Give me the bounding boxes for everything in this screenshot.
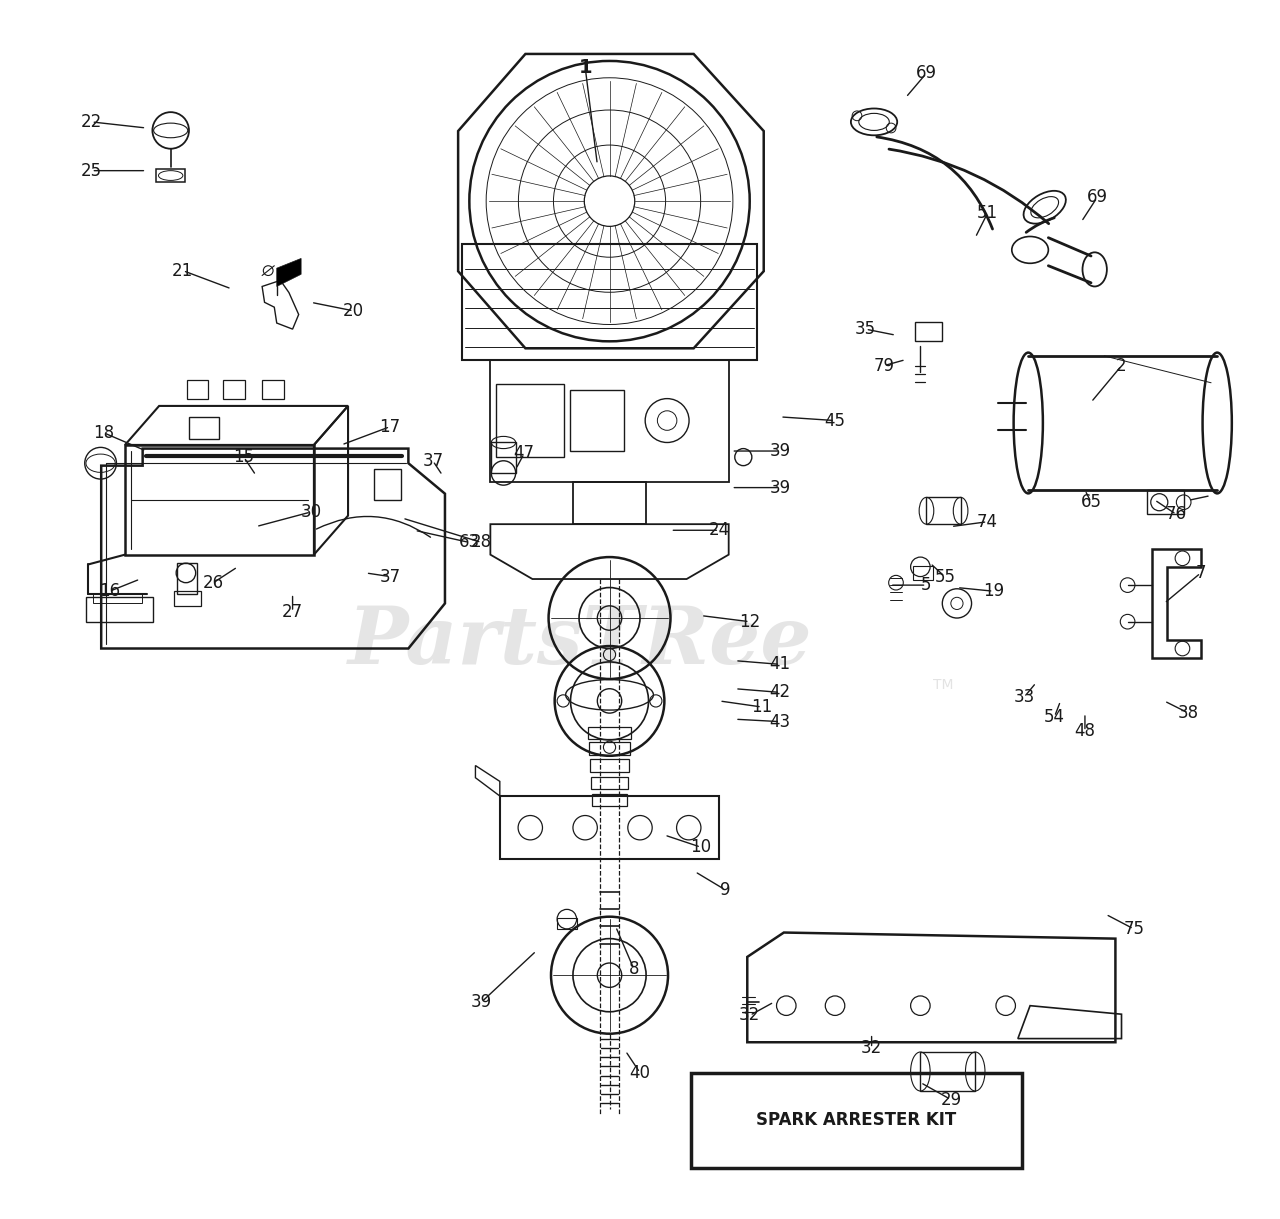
Text: 74: 74 [977, 513, 998, 530]
Text: 24: 24 [709, 522, 730, 539]
Bar [374, 469, 401, 500]
Text: 32: 32 [861, 1040, 882, 1057]
Bar [570, 390, 625, 451]
Bar [262, 380, 284, 399]
Text: 39: 39 [769, 479, 791, 496]
Text: 41: 41 [769, 656, 791, 673]
Bar [223, 380, 244, 399]
Text: 9: 9 [721, 881, 731, 898]
Text: 43: 43 [769, 713, 791, 730]
Text: 55: 55 [934, 568, 955, 585]
Text: 39: 39 [769, 442, 791, 460]
Text: 69: 69 [916, 65, 937, 82]
Bar [915, 322, 942, 341]
Text: 28: 28 [471, 534, 492, 551]
Text: 29: 29 [941, 1091, 961, 1108]
Bar [593, 794, 627, 806]
Text: 1: 1 [579, 57, 591, 77]
Text: 38: 38 [1178, 705, 1199, 722]
Text: 54: 54 [1044, 708, 1065, 725]
Text: PartsTRee: PartsTRee [347, 603, 812, 681]
Text: 27: 27 [282, 603, 303, 620]
Bar [86, 597, 154, 622]
Bar [178, 563, 197, 594]
Bar [156, 169, 186, 182]
Text: 5: 5 [922, 577, 932, 594]
Bar [591, 777, 627, 789]
Text: 16: 16 [99, 583, 120, 600]
Bar [920, 1052, 975, 1091]
Text: TM: TM [933, 678, 954, 691]
Text: 25: 25 [81, 162, 102, 179]
Bar [499, 796, 719, 859]
Bar [93, 594, 142, 603]
Text: 11: 11 [751, 698, 773, 716]
Text: 75: 75 [1123, 920, 1144, 937]
Text: 51: 51 [977, 205, 998, 222]
Text: 32: 32 [739, 1007, 760, 1024]
Text: 65: 65 [1080, 494, 1102, 511]
Text: 45: 45 [824, 412, 846, 429]
Text: SPARK ARRESTER KIT: SPARK ARRESTER KIT [756, 1112, 956, 1129]
Text: 37: 37 [422, 452, 443, 469]
Text: 2: 2 [1116, 357, 1126, 374]
Text: 19: 19 [983, 583, 1004, 600]
Bar [590, 759, 628, 772]
Text: 30: 30 [301, 503, 321, 521]
Bar [557, 918, 576, 929]
Text: 17: 17 [380, 418, 401, 435]
Bar [913, 566, 933, 580]
Text: 63: 63 [458, 534, 480, 551]
Text: 39: 39 [471, 993, 492, 1011]
Text: 10: 10 [690, 839, 712, 856]
Bar [588, 727, 631, 739]
Polygon shape [276, 258, 301, 286]
Bar [492, 442, 516, 473]
Bar [189, 417, 219, 439]
Text: 76: 76 [1166, 506, 1187, 523]
Bar [497, 384, 563, 457]
Text: 69: 69 [1087, 189, 1107, 206]
Bar [174, 591, 201, 606]
Text: 33: 33 [1014, 689, 1034, 706]
Bar [187, 380, 209, 399]
Text: 7: 7 [1196, 564, 1206, 581]
Bar [1147, 490, 1184, 514]
Text: 21: 21 [173, 262, 193, 279]
Bar [573, 482, 646, 524]
Text: 18: 18 [93, 424, 114, 441]
Bar [462, 244, 756, 360]
Bar [589, 742, 630, 755]
Text: 8: 8 [628, 961, 639, 978]
Text: 79: 79 [873, 357, 895, 374]
Text: 40: 40 [630, 1064, 650, 1081]
Text: 20: 20 [343, 302, 364, 319]
Text: 22: 22 [81, 113, 102, 130]
Text: 26: 26 [202, 574, 224, 591]
Text: 42: 42 [769, 684, 791, 701]
Text: 48: 48 [1074, 723, 1096, 740]
Text: 37: 37 [380, 568, 401, 585]
Text: 15: 15 [233, 449, 255, 466]
Text: 47: 47 [513, 445, 535, 462]
Bar [490, 360, 728, 482]
Bar [125, 445, 314, 555]
Bar [927, 497, 960, 524]
Text: 35: 35 [855, 321, 876, 338]
Text: 12: 12 [739, 613, 760, 630]
